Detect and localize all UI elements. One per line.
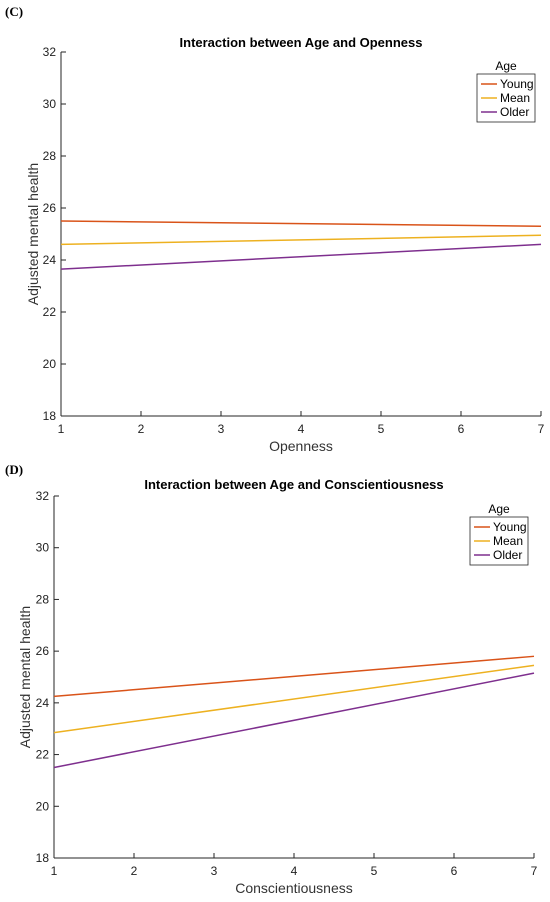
x-tick-label: 7	[531, 864, 538, 878]
legend-title: Age	[495, 59, 517, 73]
series-line-young	[53, 655, 535, 698]
legend-label-young: Young	[500, 77, 534, 91]
x-tick-label: 3	[211, 864, 218, 878]
y-tick-label: 32	[36, 489, 50, 503]
x-axis-label: Openness	[269, 438, 333, 454]
series-line-mean	[60, 234, 542, 246]
x-tick-label: 4	[291, 864, 298, 878]
y-tick-label: 30	[43, 97, 57, 111]
x-tick-label: 4	[298, 422, 305, 436]
y-tick-label: 22	[36, 748, 50, 762]
x-tick-label: 1	[58, 422, 65, 436]
legend-label-older: Older	[500, 105, 529, 119]
x-tick-label: 2	[138, 422, 145, 436]
x-axis-label: Conscientiousness	[235, 880, 353, 896]
x-tick-label: 7	[538, 422, 545, 436]
legend-title: Age	[488, 502, 510, 516]
legend-label-older: Older	[493, 548, 522, 562]
x-tick-label: 6	[451, 864, 458, 878]
y-tick-label: 22	[43, 305, 57, 319]
y-axis-label: Adjusted mental health	[25, 163, 41, 305]
panel-label-c: (C)	[5, 4, 24, 19]
y-tick-label: 28	[43, 149, 57, 163]
y-tick-label: 28	[36, 592, 50, 606]
y-tick-label: 30	[36, 541, 50, 555]
chart-title: Interaction between Age and Openness	[180, 35, 423, 50]
y-tick-label: 20	[43, 357, 57, 371]
y-tick-label: 26	[43, 201, 57, 215]
chart-title: Interaction between Age and Conscientiou…	[144, 477, 443, 492]
y-tick-label: 32	[43, 45, 57, 59]
chart-conscientiousness: Interaction between Age and Conscientiou…	[17, 477, 538, 896]
x-tick-label: 6	[458, 422, 465, 436]
x-tick-label: 3	[218, 422, 225, 436]
y-axis-label: Adjusted mental health	[17, 606, 33, 748]
series-line-young	[60, 220, 542, 227]
legend-label-mean: Mean	[493, 534, 523, 548]
series-line-older	[53, 672, 535, 769]
x-tick-label: 1	[51, 864, 58, 878]
y-tick-label: 26	[36, 644, 50, 658]
series-line-older	[60, 243, 542, 270]
y-tick-label: 20	[36, 799, 50, 813]
y-tick-label: 24	[43, 253, 57, 267]
chart-openness: Interaction between Age and Openness 1 2 3 4…	[25, 35, 545, 454]
x-tick-label: 5	[371, 864, 378, 878]
legend-label-mean: Mean	[500, 91, 530, 105]
x-tick-label: 5	[378, 422, 385, 436]
legend-label-young: Young	[493, 520, 527, 534]
y-tick-label: 24	[36, 696, 50, 710]
y-tick-label: 18	[36, 851, 50, 865]
panel-label-d: (D)	[5, 462, 24, 477]
y-tick-label: 18	[43, 409, 57, 423]
x-tick-label: 2	[131, 864, 138, 878]
series-line-mean	[53, 664, 535, 734]
